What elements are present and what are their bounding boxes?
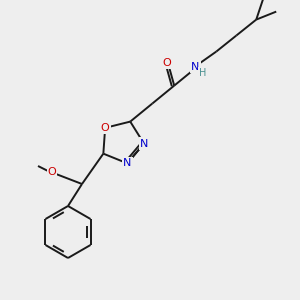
Text: H: H bbox=[199, 68, 206, 78]
Text: O: O bbox=[163, 58, 172, 68]
Text: N: N bbox=[191, 61, 200, 72]
Text: N: N bbox=[140, 139, 148, 148]
Text: O: O bbox=[48, 167, 56, 177]
Text: O: O bbox=[101, 123, 110, 133]
Text: N: N bbox=[123, 158, 131, 168]
